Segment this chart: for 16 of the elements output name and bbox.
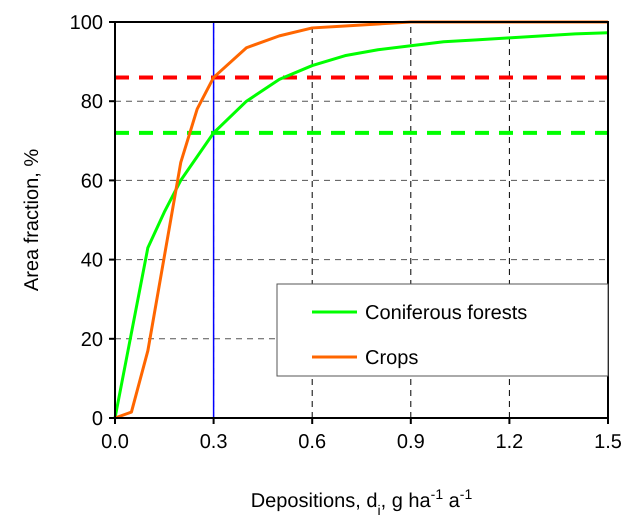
y-axis-title: Area fraction, % <box>21 148 43 292</box>
x-tick-label: 0.0 <box>101 431 129 453</box>
y-tick-label: 20 <box>80 328 103 351</box>
x-tick-label: 1.2 <box>495 431 524 453</box>
legend-label: Coniferous forests <box>365 302 528 324</box>
x-tick-label: 1.5 <box>594 431 622 453</box>
y-tick-label: 40 <box>80 250 103 272</box>
legend-label: Crops <box>365 347 418 369</box>
y-tick-label: 80 <box>80 91 103 114</box>
y-tick-label: 100 <box>70 12 103 34</box>
x-tick-label: 0.6 <box>298 431 326 453</box>
y-tick-label: 0 <box>92 408 103 430</box>
x-tick-label: 0.9 <box>396 431 425 453</box>
x-tick-label: 0.3 <box>200 431 228 453</box>
x-axis-title: Depositions, d$_{i}$, g ha$^{-1}$ a$^{-1}$ <box>250 486 472 515</box>
y-tick-label: 60 <box>80 170 103 192</box>
